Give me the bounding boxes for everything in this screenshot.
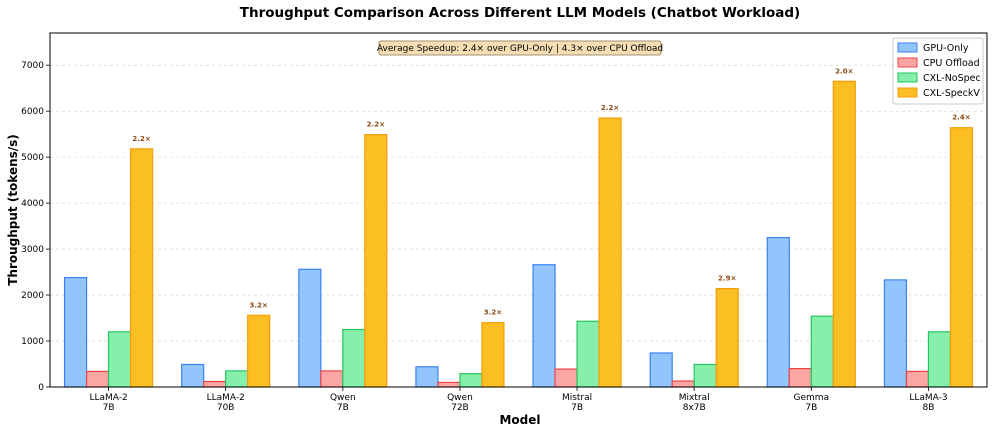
x-tick-label: Qwen xyxy=(330,393,356,403)
legend-label: CPU Offload xyxy=(923,58,980,69)
bar-gpu-only xyxy=(298,268,322,388)
x-tick-label: 7B xyxy=(805,403,817,413)
speedup-label: 2.2× xyxy=(132,135,150,143)
bar-cpu-offload xyxy=(905,370,930,388)
bar-cpu-offload xyxy=(203,380,227,388)
bar-cpu-offload xyxy=(85,370,110,388)
speedup-label: 2.4× xyxy=(952,114,970,122)
legend: GPU-Only CPU Offload CXL-NoSpec CXL-SpeckV xyxy=(892,37,984,105)
x-tick-label: 72B xyxy=(451,403,469,413)
bar-cxl-speckv xyxy=(481,322,505,388)
y-tick-label: 3000 xyxy=(21,245,44,255)
plot-frame xyxy=(49,32,988,388)
bar-cpu-offload xyxy=(788,368,812,388)
bar-cxl-speckv xyxy=(832,80,856,388)
speedup-annotation: Average Speedup: 2.4× over GPU-Only | 4.… xyxy=(377,40,663,56)
bar-cxl-nospec xyxy=(576,320,600,388)
bar-cxl-speckv xyxy=(129,148,154,388)
y-tick-label: 0 xyxy=(38,383,44,393)
bar-cpu-offload xyxy=(671,380,695,388)
x-axis-label: Model xyxy=(499,413,540,427)
bar-cxl-nospec xyxy=(459,373,483,388)
bar-cpu-offload xyxy=(554,368,578,388)
x-tick-label: LLaMA-2 xyxy=(207,393,245,403)
bar-cxl-nospec xyxy=(810,315,834,388)
y-tick-label: 4000 xyxy=(21,199,44,209)
bar-gpu-only xyxy=(181,363,205,388)
bar-cxl-speckv xyxy=(949,127,974,388)
legend-swatch xyxy=(897,72,918,83)
bar-gpu-only xyxy=(766,236,790,388)
annotation-box xyxy=(378,40,662,56)
legend-swatch xyxy=(897,57,918,68)
x-tick-label: LLaMA-3 xyxy=(909,393,947,403)
legend-label: CXL-NoSpec xyxy=(923,73,981,84)
y-tick-label: 2000 xyxy=(21,291,44,301)
bar-gpu-only xyxy=(649,352,673,388)
legend-swatch xyxy=(897,42,918,53)
legend-swatch xyxy=(897,87,918,98)
x-tick-label: LLaMA-2 xyxy=(89,393,127,403)
bar-cpu-offload xyxy=(437,381,461,388)
legend-label: GPU-Only xyxy=(923,43,969,54)
x-tick-label: 8x7B xyxy=(683,403,706,413)
bar-gpu-only xyxy=(63,276,88,388)
bar-cxl-nospec xyxy=(342,328,366,388)
speedup-label: 2.2× xyxy=(601,104,619,112)
y-tick-label: 5000 xyxy=(21,153,44,163)
y-tick-label: 7000 xyxy=(21,61,44,71)
x-tick-label: Mistral xyxy=(562,393,592,403)
annotation-text: Average Speedup: 2.4× over GPU-Only | 4.… xyxy=(377,44,663,54)
y-tick-label: 1000 xyxy=(21,337,44,347)
speedup-label: 2.2× xyxy=(367,121,385,129)
x-tick-label: 70B xyxy=(217,403,235,413)
x-tick-label: 7B xyxy=(103,403,115,413)
bar-cxl-nospec xyxy=(107,331,132,388)
bar-cxl-speckv xyxy=(715,288,739,388)
speedup-label: 2.9× xyxy=(718,275,736,283)
tick-labels: 01000200030004000500060007000LLaMA-27BLL… xyxy=(21,61,947,413)
y-axis-label: Throughput (tokens/s) xyxy=(6,134,20,286)
x-tick-label: Qwen xyxy=(447,393,473,403)
x-tick-label: 8B xyxy=(922,403,934,413)
legend-label: CXL-SpeckV xyxy=(923,88,980,99)
bar-gpu-only xyxy=(883,279,908,388)
speedup-label: 3.2× xyxy=(484,309,502,317)
x-tick-label: 7B xyxy=(571,403,583,413)
bar-gpu-only xyxy=(532,264,556,388)
chart-title: Throughput Comparison Across Different L… xyxy=(240,5,800,21)
bar-cxl-nospec xyxy=(225,370,249,388)
x-tick-label: Mixtral xyxy=(679,393,710,403)
bar-gpu-only xyxy=(415,366,439,388)
y-tick-label: 6000 xyxy=(21,107,44,117)
grid-lines xyxy=(50,64,987,388)
bars-group: 2.2× 3.2× 2.2× 3.2× 2.2× 2.9× 2.0× 2.4× xyxy=(63,67,974,388)
bar-cxl-speckv xyxy=(247,314,271,388)
speedup-label: 3.2× xyxy=(250,301,268,309)
bar-cxl-speckv xyxy=(364,134,388,388)
x-tick-label: 7B xyxy=(337,403,349,413)
bar-cxl-speckv xyxy=(598,117,622,388)
bar-cxl-nospec xyxy=(693,363,717,388)
bar-cxl-nospec xyxy=(927,331,952,388)
speedup-label: 2.0× xyxy=(835,67,853,75)
bar-cpu-offload xyxy=(320,370,344,388)
x-tick-label: Gemma xyxy=(794,393,830,403)
